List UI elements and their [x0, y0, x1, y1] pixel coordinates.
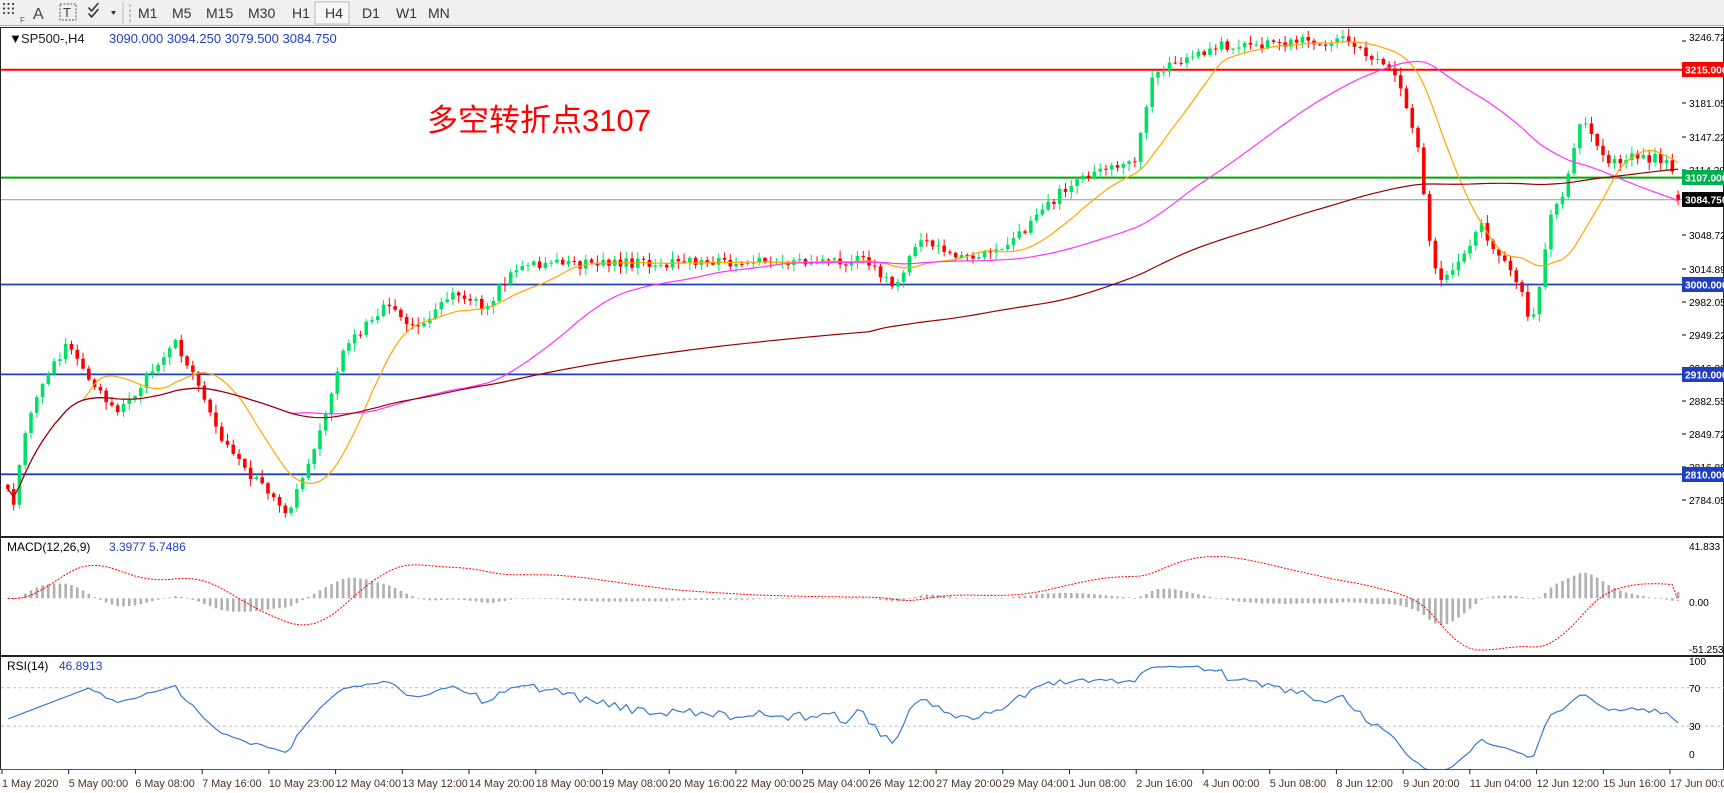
svg-text:3000.000: 3000.000 [1685, 281, 1724, 292]
svg-text:H4: H4 [325, 5, 343, 21]
svg-text:100: 100 [1689, 657, 1706, 668]
svg-text:15 Jun 16:00: 15 Jun 16:00 [1603, 778, 1665, 790]
svg-text:3090.000 3094.250 3079.500 308: 3090.000 3094.250 3079.500 3084.750 [109, 31, 337, 46]
svg-text:30: 30 [1689, 722, 1701, 733]
svg-text:20 May 16:00: 20 May 16:00 [669, 778, 734, 790]
svg-text:M15: M15 [206, 5, 233, 21]
svg-text:2810.000: 2810.000 [1685, 471, 1724, 482]
svg-text:MN: MN [428, 5, 450, 21]
svg-text:2982.055: 2982.055 [1689, 298, 1724, 309]
svg-text:12 May 04:00: 12 May 04:00 [336, 778, 401, 790]
svg-text:2849.720: 2849.720 [1689, 430, 1724, 441]
svg-text:22 May 00:00: 22 May 00:00 [736, 778, 801, 790]
svg-text:▼: ▼ [9, 31, 22, 46]
svg-text:T: T [63, 5, 71, 20]
svg-text:3246.725: 3246.725 [1689, 33, 1724, 44]
svg-text:MACD(12,26,9): MACD(12,26,9) [7, 540, 90, 554]
svg-text:26 May 12:00: 26 May 12:00 [869, 778, 934, 790]
svg-text:1 Jun 08:00: 1 Jun 08:00 [1070, 778, 1126, 790]
svg-text:6 May 08:00: 6 May 08:00 [135, 778, 194, 790]
svg-text:3215.000: 3215.000 [1685, 66, 1724, 77]
svg-text:46.8913: 46.8913 [59, 659, 103, 673]
svg-text:3084.750: 3084.750 [1685, 196, 1724, 207]
svg-text:27 May 20:00: 27 May 20:00 [936, 778, 1001, 790]
svg-text:3.3977 5.7486: 3.3977 5.7486 [109, 540, 186, 554]
svg-text:14 May 20:00: 14 May 20:00 [469, 778, 534, 790]
svg-text:5 May 00:00: 5 May 00:00 [69, 778, 128, 790]
svg-text:10 May 23:00: 10 May 23:00 [269, 778, 334, 790]
svg-text:2 Jun 16:00: 2 Jun 16:00 [1136, 778, 1192, 790]
svg-text:70: 70 [1689, 684, 1701, 695]
svg-text:18 May 00:00: 18 May 00:00 [536, 778, 601, 790]
svg-text:19 May 08:00: 19 May 08:00 [603, 778, 668, 790]
svg-text:H1: H1 [292, 5, 310, 21]
svg-text:M30: M30 [248, 5, 275, 21]
svg-text:13 May 12:00: 13 May 12:00 [402, 778, 467, 790]
svg-text:1 May 2020: 1 May 2020 [2, 778, 58, 790]
svg-text:17 Jun 00:00: 17 Jun 00:00 [1670, 778, 1724, 790]
svg-text:SP500-,H4: SP500-,H4 [21, 31, 85, 46]
svg-text:2949.220: 2949.220 [1689, 331, 1724, 342]
svg-text:5 Jun 08:00: 5 Jun 08:00 [1270, 778, 1326, 790]
svg-text:W1: W1 [396, 5, 417, 21]
svg-text:25 May 04:00: 25 May 04:00 [803, 778, 868, 790]
svg-text:0: 0 [1689, 750, 1695, 761]
svg-text:29 May 04:00: 29 May 04:00 [1003, 778, 1068, 790]
svg-text:9 Jun 20:00: 9 Jun 20:00 [1403, 778, 1459, 790]
svg-text:M1: M1 [138, 5, 158, 21]
svg-text:A: A [33, 6, 44, 23]
svg-text:3147.225: 3147.225 [1689, 133, 1724, 144]
svg-text:D1: D1 [362, 5, 380, 21]
svg-text:多空转折点3107: 多空转折点3107 [427, 103, 651, 138]
svg-text:F: F [20, 16, 25, 25]
svg-text:3014.890: 3014.890 [1689, 265, 1724, 276]
svg-text:2784.050: 2784.050 [1689, 496, 1724, 507]
svg-text:11 Jun 04:00: 11 Jun 04:00 [1470, 778, 1532, 790]
svg-text:M5: M5 [172, 5, 192, 21]
svg-text:41.833: 41.833 [1689, 542, 1720, 553]
svg-text:-51.2535: -51.2535 [1689, 645, 1724, 656]
svg-text:3048.720: 3048.720 [1689, 231, 1724, 242]
svg-text:3107.000: 3107.000 [1685, 174, 1724, 185]
svg-text:12 Jun 12:00: 12 Jun 12:00 [1537, 778, 1599, 790]
svg-text:8 Jun 12:00: 8 Jun 12:00 [1336, 778, 1392, 790]
svg-text:RSI(14): RSI(14) [7, 659, 48, 673]
svg-text:0.00: 0.00 [1689, 598, 1709, 609]
svg-text:4 Jun 00:00: 4 Jun 00:00 [1203, 778, 1259, 790]
svg-text:2882.555: 2882.555 [1689, 397, 1724, 408]
svg-text:3181.055: 3181.055 [1689, 99, 1724, 110]
svg-text:2910.000: 2910.000 [1685, 371, 1724, 382]
svg-text:7 May 16:00: 7 May 16:00 [202, 778, 261, 790]
